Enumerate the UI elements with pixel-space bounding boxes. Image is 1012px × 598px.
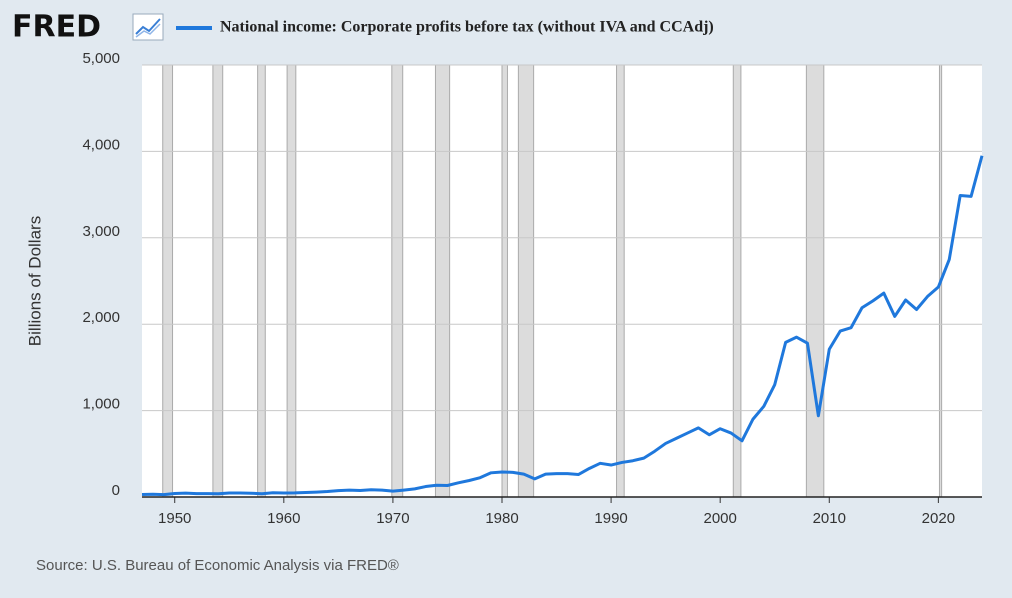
recession-band [805, 64, 825, 498]
series-line [141, 155, 984, 497]
legend-label: National income: Corporate profits befor… [220, 19, 714, 36]
recession-band [391, 64, 404, 498]
x-tick-label: 2000 [703, 510, 736, 527]
x-tick-label: 2010 [813, 510, 846, 527]
recession-band [517, 64, 535, 498]
x-tick-label: 2020 [922, 510, 955, 527]
y-tick-label: 2,000 [82, 309, 120, 326]
y-tick-label: 3,000 [82, 223, 120, 240]
x-tick-label: 1950 [158, 510, 191, 527]
recession-band [162, 64, 174, 498]
x-tick-label: 1960 [267, 510, 300, 527]
x-tick-label: 1970 [376, 510, 409, 527]
x-tick-label: 1980 [485, 510, 518, 527]
recession-band [286, 64, 297, 498]
logo-icon [132, 13, 164, 41]
y-tick-label: 4,000 [82, 136, 120, 153]
recession-band [616, 64, 625, 498]
x-tick-label: 1990 [594, 510, 627, 527]
recession-band [501, 64, 508, 498]
recession-band [257, 64, 266, 498]
logo: FRED [12, 10, 101, 45]
recession-band [732, 64, 742, 498]
y-tick-label: 1,000 [82, 396, 120, 413]
recession-band [434, 64, 451, 498]
y-tick-label: 5,000 [82, 50, 120, 67]
y-tick-label: 0 [112, 482, 120, 499]
source: Source: U.S. Bureau of Economic Analysis… [36, 557, 399, 574]
plot-area [142, 65, 982, 497]
y-axis-label: Billions of Dollars [25, 216, 44, 346]
recession-band [212, 64, 224, 498]
